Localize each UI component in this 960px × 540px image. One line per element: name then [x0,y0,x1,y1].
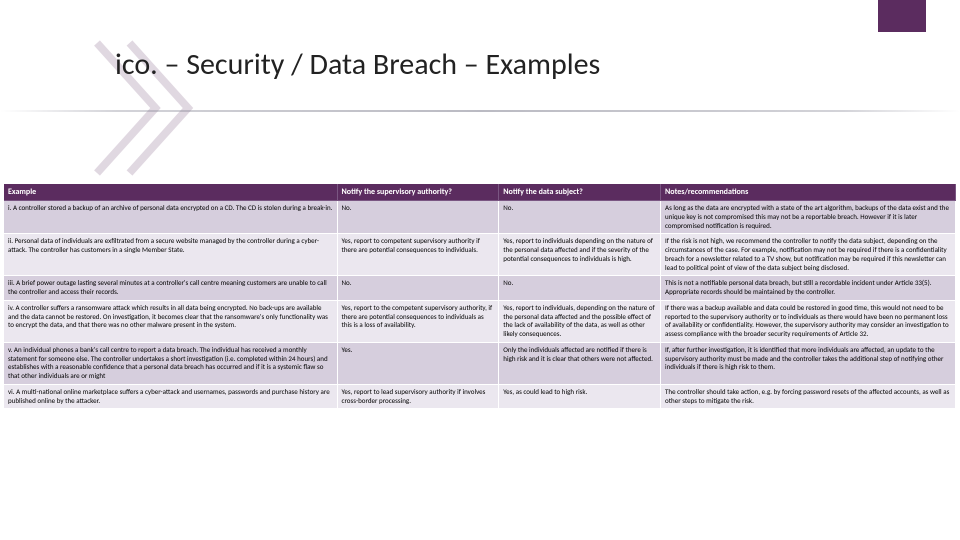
cell-authority: Yes, report to lead supervisory authorit… [337,384,499,409]
cell-subject: Yes, report to individuals, depending on… [499,300,661,342]
title-wrap: ico. – Security / Data Breach – Examples [0,0,960,83]
examples-table: Example Notify the supervisory authority… [4,184,956,409]
cell-subject: No. [499,201,661,234]
cell-subject: Yes, report to individuals depending on … [499,234,661,276]
table-row: iv. A controller suffers a ransomware at… [4,300,956,342]
examples-table-wrap: Example Notify the supervisory authority… [4,184,956,409]
cell-notes: As long as the data are encrypted with a… [661,201,956,234]
table-row: ii. Personal data of individuals are exf… [4,234,956,276]
cell-example: v. An individual phones a bank's call ce… [4,342,337,384]
table-row: vi. A multi-national online marketplace … [4,384,956,409]
cell-example: iii. A brief power outage lasting severa… [4,276,337,301]
table-row: v. An individual phones a bank's call ce… [4,342,956,384]
cell-example: i. A controller stored a backup of an ar… [4,201,337,234]
slide: ico. – Security / Data Breach – Examples… [0,0,960,540]
cell-notes: If there was a backup available and data… [661,300,956,342]
cell-authority: No. [337,201,499,234]
cell-example: iv. A controller suffers a ransomware at… [4,300,337,342]
cell-example: ii. Personal data of individuals are exf… [4,234,337,276]
cell-notes: The controller should take action, e.g. … [661,384,956,409]
table-header-row: Example Notify the supervisory authority… [4,184,956,201]
cell-authority: Yes. [337,342,499,384]
cell-subject: No. [499,276,661,301]
cell-example: vi. A multi-national online marketplace … [4,384,337,409]
cell-authority: No. [337,276,499,301]
cell-subject: Only the individuals affected are notifi… [499,342,661,384]
table-body: i. A controller stored a backup of an ar… [4,201,956,409]
cell-notes: If, after further investigation, it is i… [661,342,956,384]
title-underline [0,110,960,112]
cell-authority: Yes, report to competent supervisory aut… [337,234,499,276]
cell-authority: Yes, report to the competent supervisory… [337,300,499,342]
cell-notes: If the risk is not high, we recommend th… [661,234,956,276]
table-row: iii. A brief power outage lasting severa… [4,276,956,301]
col-notify-subject: Notify the data subject? [499,184,661,201]
slide-title: ico. – Security / Data Breach – Examples [115,46,960,83]
cell-subject: Yes, as could lead to high risk. [499,384,661,409]
col-example: Example [4,184,337,201]
cell-notes: This is not a notifiable personal data b… [661,276,956,301]
table-row: i. A controller stored a backup of an ar… [4,201,956,234]
col-notify-authority: Notify the supervisory authority? [337,184,499,201]
col-notes: Notes/recommendations [661,184,956,201]
